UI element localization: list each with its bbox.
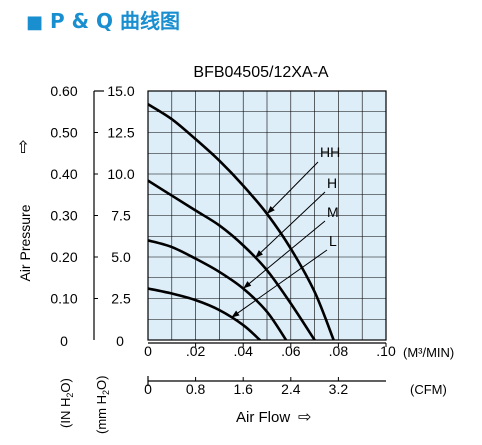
label-pointers [231, 161, 328, 318]
pointer-hh [266, 161, 319, 215]
axes [93, 90, 387, 386]
x-cfm-tick-label: 1.6 [233, 381, 253, 397]
pointer-arrowhead [267, 206, 275, 214]
pointer-l [231, 249, 328, 318]
x-cfm-tick-label: 2.4 [281, 381, 301, 397]
y-unit-mmh2o: (mm H2O) [94, 376, 111, 434]
y-unit-inh2o: (IN H2O) [58, 378, 75, 428]
series-label-hh: HH [320, 144, 340, 160]
x-tick-label: .06 [281, 343, 301, 359]
chart-title: BFB04505/12XA-A [193, 64, 329, 81]
y-in-tick-label: 0.60 [50, 83, 77, 99]
pointer-arrowhead [231, 310, 240, 318]
y-in-tick-label: 0.10 [50, 291, 77, 307]
y-zero-in: 0 [60, 333, 68, 349]
series-line-hh [148, 102, 335, 340]
y-mm-tick-label: 2.5 [111, 291, 131, 307]
y-mm-tick-label: 10.0 [107, 166, 134, 182]
x-tick-label: .04 [233, 343, 253, 359]
x-cfm-tick-label: 0.8 [186, 381, 206, 397]
y-in-tick-label: 0.50 [50, 125, 77, 141]
x-cfm-tick-label: 3.2 [329, 381, 349, 397]
y-mm-tick-label: 5.0 [111, 249, 131, 265]
series-line-m [148, 239, 288, 340]
x-unit-bottom: (CFM) [410, 382, 447, 397]
x-tick-label: .02 [186, 343, 206, 359]
x-axis-arrow-icon: ⇨ [298, 409, 311, 426]
tick-labels: .02 .04 .06 .08 .10 0.8 1.6 2.4 3.2 0.10 0.20 0.30 0… [50, 83, 396, 397]
y-in-tick-label: 0.30 [50, 208, 77, 224]
series-line-l [148, 287, 262, 340]
x-tick-label: .08 [329, 343, 349, 359]
pointer-arrowhead [255, 250, 263, 258]
pointer-arrowhead [243, 281, 252, 289]
y-mm-tick-label: 7.5 [111, 208, 131, 224]
y-axis-arrow-icon: ⇧ [16, 138, 30, 157]
series-line-h [148, 179, 316, 340]
y-zero-mm: 0 [116, 333, 124, 349]
y-axis-label: Air Pressure [17, 204, 33, 281]
header-title: P & Q 曲线图 [50, 9, 180, 33]
x-tick-label: .10 [376, 343, 396, 359]
series-label-l: L [329, 233, 337, 249]
series-label-m: M [327, 204, 339, 220]
pq-curves [148, 102, 335, 340]
y-mm-tick-label: 15.0 [107, 83, 134, 99]
pointer-m [242, 220, 326, 289]
grid-lines [148, 91, 386, 340]
x-zero-cfm: 0 [144, 381, 152, 397]
x-axis-label: Air Flow [236, 409, 290, 426]
y-mm-tick-label: 12.5 [107, 125, 134, 141]
pointer-h [254, 191, 326, 259]
header-square-icon: ■ [26, 12, 43, 33]
y-in-tick-label: 0.40 [50, 166, 77, 182]
x-unit-top: (M³/MIN) [403, 345, 454, 360]
x-zero-metric: 0 [144, 343, 152, 359]
series-label-h: H [327, 175, 337, 191]
y-in-tick-label: 0.20 [50, 249, 77, 265]
